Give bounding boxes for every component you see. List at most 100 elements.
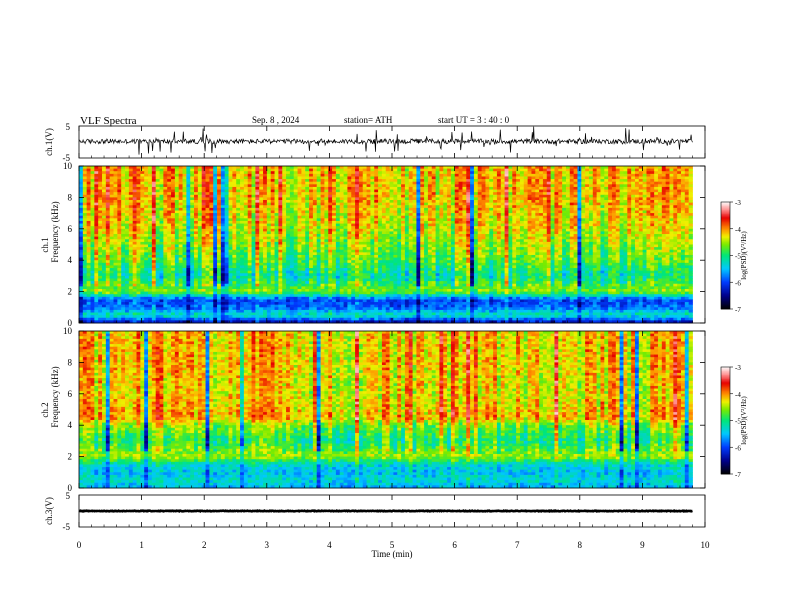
spectrogram-cell <box>86 218 91 222</box>
spectrogram-cell <box>389 213 394 217</box>
spectrogram-cell <box>190 244 195 248</box>
spectrogram-cell <box>684 171 690 175</box>
spectrogram-cell <box>504 239 509 243</box>
spectrogram-cell <box>105 194 111 198</box>
spectrogram-cell <box>661 205 667 209</box>
spectrogram-cell <box>178 200 183 204</box>
spectrogram-cell <box>516 181 521 185</box>
spectrogram-cell <box>638 234 644 238</box>
spectrogram-cell <box>470 231 475 235</box>
spectrogram-cell <box>500 173 505 177</box>
spectrogram-cell <box>109 223 114 227</box>
spectrogram-cell <box>347 192 352 196</box>
spectrogram-cell <box>412 176 417 180</box>
spectrogram-cell <box>378 218 383 222</box>
spectrogram-cell <box>335 207 341 211</box>
spectrogram-cell <box>458 239 463 243</box>
spectrogram-cell <box>125 241 130 245</box>
spectrogram-cell <box>516 186 521 190</box>
spectrogram-cell <box>439 200 444 204</box>
spectrogram-cell <box>167 213 172 217</box>
spectrogram-cell <box>98 200 103 204</box>
spectrogram-cell <box>293 231 298 235</box>
spectrogram-cell <box>151 168 157 172</box>
spectrogram-cell <box>335 173 341 177</box>
spectrogram-cell <box>86 176 91 180</box>
spectrogram-cell <box>220 179 226 183</box>
spectrogram-cell <box>527 213 532 217</box>
spectrogram-cell <box>128 179 134 183</box>
spectrogram-cell <box>450 205 456 209</box>
spectrogram-cell <box>109 197 114 201</box>
spectrogram-cell <box>148 247 153 251</box>
spectrogram-cell <box>531 236 536 240</box>
spectrogram-cell <box>324 239 329 243</box>
spectrogram-cell <box>90 176 95 180</box>
spectrogram-cell <box>171 244 176 248</box>
spectrogram-cell <box>439 223 444 227</box>
spectrogram-cell <box>105 200 111 204</box>
spectrogram-cell <box>608 205 613 209</box>
spectrogram-cell <box>366 234 371 238</box>
spectrogram-cell <box>481 223 486 227</box>
spectrogram-cell <box>366 220 371 224</box>
spectrogram-cell <box>680 192 686 196</box>
spectrogram-cell <box>500 171 505 175</box>
spectrogram-cell <box>343 176 348 180</box>
spectrogram-cell <box>270 234 275 238</box>
spectrogram-cell <box>404 244 410 248</box>
spectrogram-cell <box>623 171 628 175</box>
spectrogram-cell <box>316 223 321 227</box>
spectrogram-cell <box>312 189 318 193</box>
spectrogram-cell <box>657 192 663 196</box>
spectrogram-cell <box>125 189 130 193</box>
spectrogram-cell <box>90 215 95 219</box>
spectrogram-cell <box>623 197 628 201</box>
spectrogram-cell <box>274 213 279 217</box>
spectrogram-cell <box>535 192 540 196</box>
spectrogram-cell <box>90 173 95 177</box>
spectrogram-cell <box>581 241 586 245</box>
spectrogram-cell <box>347 202 352 206</box>
spectrogram-cell <box>535 197 540 201</box>
spectrogram-cell <box>454 186 459 190</box>
spectrogram-cell <box>688 213 693 217</box>
spectrogram-cell <box>447 179 452 183</box>
spectrogram-cell <box>148 228 153 232</box>
spectrogram-cell <box>619 213 624 217</box>
spectrogram-cell <box>220 231 226 235</box>
spectrogram-cell <box>435 239 440 243</box>
spectrogram-cell <box>205 202 210 206</box>
spectrogram-cell <box>408 218 413 222</box>
spectrogram-cell <box>335 223 341 227</box>
spectrogram-cell <box>577 215 582 219</box>
spectrogram-cell <box>673 205 678 209</box>
spectrogram-cell <box>519 173 525 177</box>
spectrogram-cell <box>178 220 183 224</box>
spectrogram-cell <box>374 205 379 209</box>
spectrogram-cell <box>217 210 222 214</box>
spectrogram-cell <box>657 239 663 243</box>
spectrogram-cell <box>389 202 394 206</box>
spectrogram-cell <box>121 226 126 230</box>
spectrogram-cell <box>592 181 598 185</box>
spectrogram-cell <box>573 205 578 209</box>
spectrogram-cell <box>519 226 525 230</box>
spectrogram-cell <box>424 239 429 243</box>
spectrogram-cell <box>638 223 644 227</box>
spectrogram-cell <box>178 218 183 222</box>
spectrogram-cell <box>439 239 444 243</box>
spectrogram-cell <box>102 213 107 217</box>
spectrogram-cell <box>619 197 624 201</box>
spectrogram-cell <box>278 239 283 243</box>
spectrogram-cell <box>155 166 160 170</box>
spectrogram-cell <box>397 236 402 240</box>
spectrogram-cell <box>125 197 130 201</box>
spectrogram-cell <box>381 228 387 232</box>
spectrogram-cell <box>600 184 605 188</box>
spectrogram-cell <box>654 189 659 193</box>
spectrogram-cell <box>608 226 613 230</box>
spectrogram-cell <box>374 215 379 219</box>
spectrogram-cell <box>585 244 590 248</box>
spectrogram-cell <box>220 200 226 204</box>
